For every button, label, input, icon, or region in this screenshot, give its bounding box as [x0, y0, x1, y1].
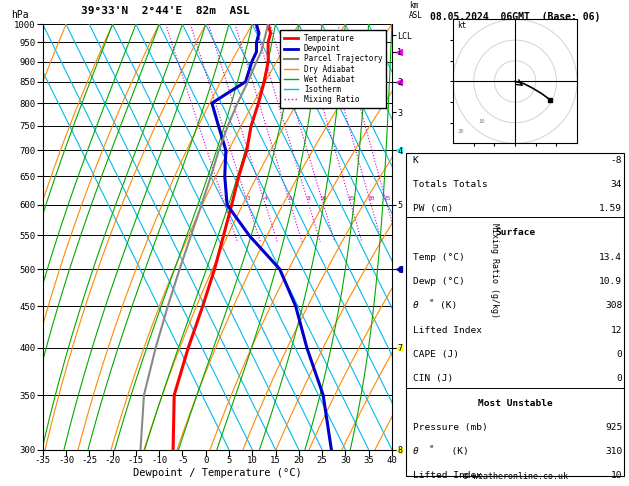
Text: PW (cm): PW (cm): [413, 204, 453, 213]
Text: 12: 12: [611, 326, 622, 335]
Text: Most Unstable: Most Unstable: [478, 399, 552, 408]
Text: Surface: Surface: [495, 228, 535, 238]
Text: Pressure (mb): Pressure (mb): [413, 423, 487, 432]
Text: Temp (°C): Temp (°C): [413, 253, 464, 262]
Text: e: e: [430, 298, 433, 303]
Text: 925: 925: [605, 423, 622, 432]
Text: 20: 20: [367, 196, 375, 201]
Text: θ: θ: [413, 447, 418, 456]
Legend: Temperature, Dewpoint, Parcel Trajectory, Dry Adiabat, Wet Adiabat, Isotherm, Mi: Temperature, Dewpoint, Parcel Trajectory…: [280, 30, 386, 108]
Text: 6: 6: [289, 196, 292, 201]
Text: (K): (K): [440, 447, 469, 456]
Text: Mixing Ratio (g/kg): Mixing Ratio (g/kg): [489, 224, 499, 318]
Text: Dewp (°C): Dewp (°C): [413, 277, 464, 286]
Text: CIN (J): CIN (J): [413, 374, 453, 383]
Text: 3: 3: [247, 196, 250, 201]
Text: 15: 15: [347, 196, 355, 201]
Text: 8: 8: [307, 196, 311, 201]
Text: Lifted Index: Lifted Index: [413, 471, 482, 481]
Text: 34: 34: [611, 180, 622, 189]
Text: kt: kt: [457, 21, 467, 30]
Text: -8: -8: [611, 156, 622, 165]
Text: (K): (K): [440, 301, 457, 311]
Text: 0: 0: [616, 374, 622, 383]
Text: θ: θ: [413, 301, 418, 311]
Text: 39°33'N  2°44'E  82m  ASL: 39°33'N 2°44'E 82m ASL: [81, 6, 249, 16]
Text: Lifted Index: Lifted Index: [413, 326, 482, 335]
Text: 0: 0: [616, 350, 622, 359]
Text: 20: 20: [457, 129, 464, 134]
Text: e: e: [430, 444, 433, 449]
Text: 4: 4: [264, 196, 267, 201]
Text: © weatheronline.co.uk: © weatheronline.co.uk: [463, 472, 567, 481]
Text: 10: 10: [320, 196, 327, 201]
Text: Totals Totals: Totals Totals: [413, 180, 487, 189]
Text: hPa: hPa: [11, 10, 29, 20]
Text: km
ASL: km ASL: [409, 0, 423, 20]
Text: 10.9: 10.9: [599, 277, 622, 286]
Text: 13.4: 13.4: [599, 253, 622, 262]
Text: 10: 10: [478, 119, 484, 124]
X-axis label: Dewpoint / Temperature (°C): Dewpoint / Temperature (°C): [133, 469, 302, 478]
Text: 25: 25: [383, 196, 391, 201]
Text: 310: 310: [605, 447, 622, 456]
Text: 10: 10: [611, 471, 622, 481]
Text: K: K: [413, 156, 418, 165]
Text: 1.59: 1.59: [599, 204, 622, 213]
Text: CAPE (J): CAPE (J): [413, 350, 459, 359]
Text: 08.05.2024  06GMT  (Base: 06): 08.05.2024 06GMT (Base: 06): [430, 12, 600, 22]
Text: 308: 308: [605, 301, 622, 311]
Text: 2: 2: [223, 196, 227, 201]
